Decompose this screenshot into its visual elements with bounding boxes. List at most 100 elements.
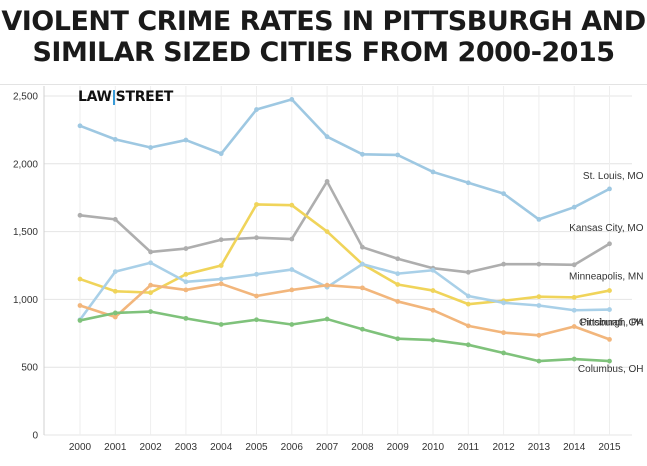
data-point-kansas-city-mo: [607, 241, 612, 247]
data-point-cincinnati-oh: [536, 303, 542, 308]
x-tick-label: 2004: [210, 442, 233, 453]
x-tick-label: 2008: [351, 442, 374, 453]
data-point-pittsburgh-pa: [607, 337, 612, 342]
data-point-cincinnati-oh: [571, 307, 577, 313]
data-point-kansas-city-mo: [77, 212, 83, 218]
data-point-st-louis-mo: [183, 137, 189, 143]
data-point-kansas-city-mo: [183, 246, 189, 251]
series-label-st-louis-mo: St. Louis, MO: [583, 171, 644, 182]
series-label-columbus-oh: Columbus, OH: [578, 364, 644, 375]
data-point-pittsburgh-pa: [324, 282, 330, 288]
data-point-st-louis-mo: [360, 151, 365, 157]
series-line-pittsburgh-pa: [78, 282, 611, 341]
data-point-kansas-city-mo: [536, 261, 542, 267]
data-point-st-louis-mo: [148, 145, 154, 150]
data-point-cincinnati-oh: [112, 269, 118, 275]
data-point-columbus-oh: [218, 322, 224, 327]
data-point-cincinnati-oh: [218, 276, 224, 282]
x-tick-label: 2007: [316, 442, 339, 453]
x-tick-label: 2014: [563, 442, 586, 453]
data-point-st-louis-mo: [254, 107, 259, 112]
data-point-st-louis-mo: [112, 136, 118, 142]
series-label-minneapolis-mn: Minneapolis, MN: [569, 272, 643, 283]
data-point-st-louis-mo: [465, 180, 471, 186]
data-point-pittsburgh-pa: [112, 314, 118, 320]
series-line-st-louis-mo: [78, 98, 611, 221]
logo-text-street: STREET: [115, 89, 174, 105]
x-tick-label: 2011: [458, 442, 480, 453]
x-tick-label: 2010: [422, 442, 445, 453]
y-tick-label: 1,000: [13, 295, 38, 306]
data-point-kansas-city-mo: [324, 179, 330, 184]
y-tick-label: 0: [32, 431, 38, 442]
chart-title-line-1: VIOLENT CRIME RATES IN PITTSBURGH AND: [1, 6, 646, 37]
series-line-cincinnati-oh: [78, 261, 611, 322]
data-point-minneapolis-mn: [289, 202, 295, 208]
data-point-st-louis-mo: [501, 191, 506, 197]
data-point-columbus-oh: [183, 315, 189, 321]
data-point-st-louis-mo: [536, 216, 542, 222]
data-point-kansas-city-mo: [395, 256, 401, 262]
data-point-minneapolis-mn: [148, 290, 154, 296]
data-point-cincinnati-oh: [148, 260, 154, 266]
data-point-pittsburgh-pa: [218, 281, 224, 287]
data-point-st-louis-mo: [324, 134, 330, 140]
data-point-minneapolis-mn: [183, 271, 189, 277]
data-point-minneapolis-mn: [536, 294, 542, 300]
data-point-minneapolis-mn: [430, 288, 436, 293]
x-tick-label: 2009: [387, 442, 410, 453]
data-point-columbus-oh: [112, 310, 118, 316]
y-tick-label: 2,500: [13, 92, 38, 103]
data-point-pittsburgh-pa: [254, 293, 259, 299]
data-point-cincinnati-oh: [465, 293, 471, 299]
data-point-st-louis-mo: [607, 186, 612, 192]
data-point-columbus-oh: [395, 336, 401, 342]
data-point-pittsburgh-pa: [148, 282, 154, 288]
data-point-st-louis-mo: [289, 96, 295, 102]
data-point-minneapolis-mn: [254, 202, 259, 207]
logo-divider: [112, 89, 115, 105]
data-point-kansas-city-mo: [254, 235, 259, 241]
data-point-columbus-oh: [289, 322, 295, 327]
data-point-pittsburgh-pa: [501, 330, 506, 336]
data-point-cincinnati-oh: [183, 279, 189, 285]
data-point-columbus-oh: [501, 350, 506, 356]
data-point-minneapolis-mn: [324, 229, 330, 235]
data-point-st-louis-mo: [77, 123, 83, 129]
data-point-columbus-oh: [536, 358, 542, 364]
data-point-minneapolis-mn: [218, 263, 224, 268]
data-point-kansas-city-mo: [360, 244, 365, 250]
y-tick-label: 1,500: [13, 227, 38, 238]
series-line-kansas-city-mo: [78, 180, 611, 274]
data-point-minneapolis-mn: [77, 276, 83, 282]
x-tick-label: 2012: [492, 442, 515, 453]
x-tick-label: 2000: [69, 442, 92, 453]
x-axis: 2000 2001 2002 2003 2004 2005 2006 2007 2008 2009…: [69, 442, 621, 453]
data-point-columbus-oh: [77, 318, 83, 323]
data-point-columbus-oh: [254, 317, 259, 323]
data-point-columbus-oh: [571, 356, 577, 362]
x-tick-label: 2002: [139, 442, 162, 453]
series-lines: [77, 96, 612, 364]
y-axis: 0 500 1,000 1,500 2,000 2,500: [13, 86, 45, 442]
series-label-pittsburgh-pa: Pittsburgh, PA: [580, 317, 644, 328]
series-labels: St. Louis, MO Kansas City, MO Minneapolis,…: [569, 171, 644, 375]
gridlines: [44, 86, 632, 436]
data-point-columbus-oh: [148, 309, 154, 315]
data-point-columbus-oh: [430, 337, 436, 343]
data-point-kansas-city-mo: [501, 261, 506, 267]
series-line-columbus-oh: [78, 310, 611, 363]
data-point-pittsburgh-pa: [536, 332, 542, 338]
y-tick-label: 500: [21, 363, 38, 374]
data-point-pittsburgh-pa: [77, 303, 83, 308]
y-tick-label: 2,000: [13, 159, 38, 170]
x-tick-label: 2005: [245, 442, 268, 453]
chart-title: VIOLENT CRIME RATES IN PITTSBURGH AND SI…: [0, 6, 647, 68]
data-point-st-louis-mo: [571, 204, 577, 210]
data-point-kansas-city-mo: [218, 237, 224, 243]
data-point-pittsburgh-pa: [571, 324, 577, 329]
x-tick-label: 2015: [598, 442, 621, 453]
data-point-pittsburgh-pa: [289, 287, 295, 293]
data-point-pittsburgh-pa: [360, 285, 365, 291]
